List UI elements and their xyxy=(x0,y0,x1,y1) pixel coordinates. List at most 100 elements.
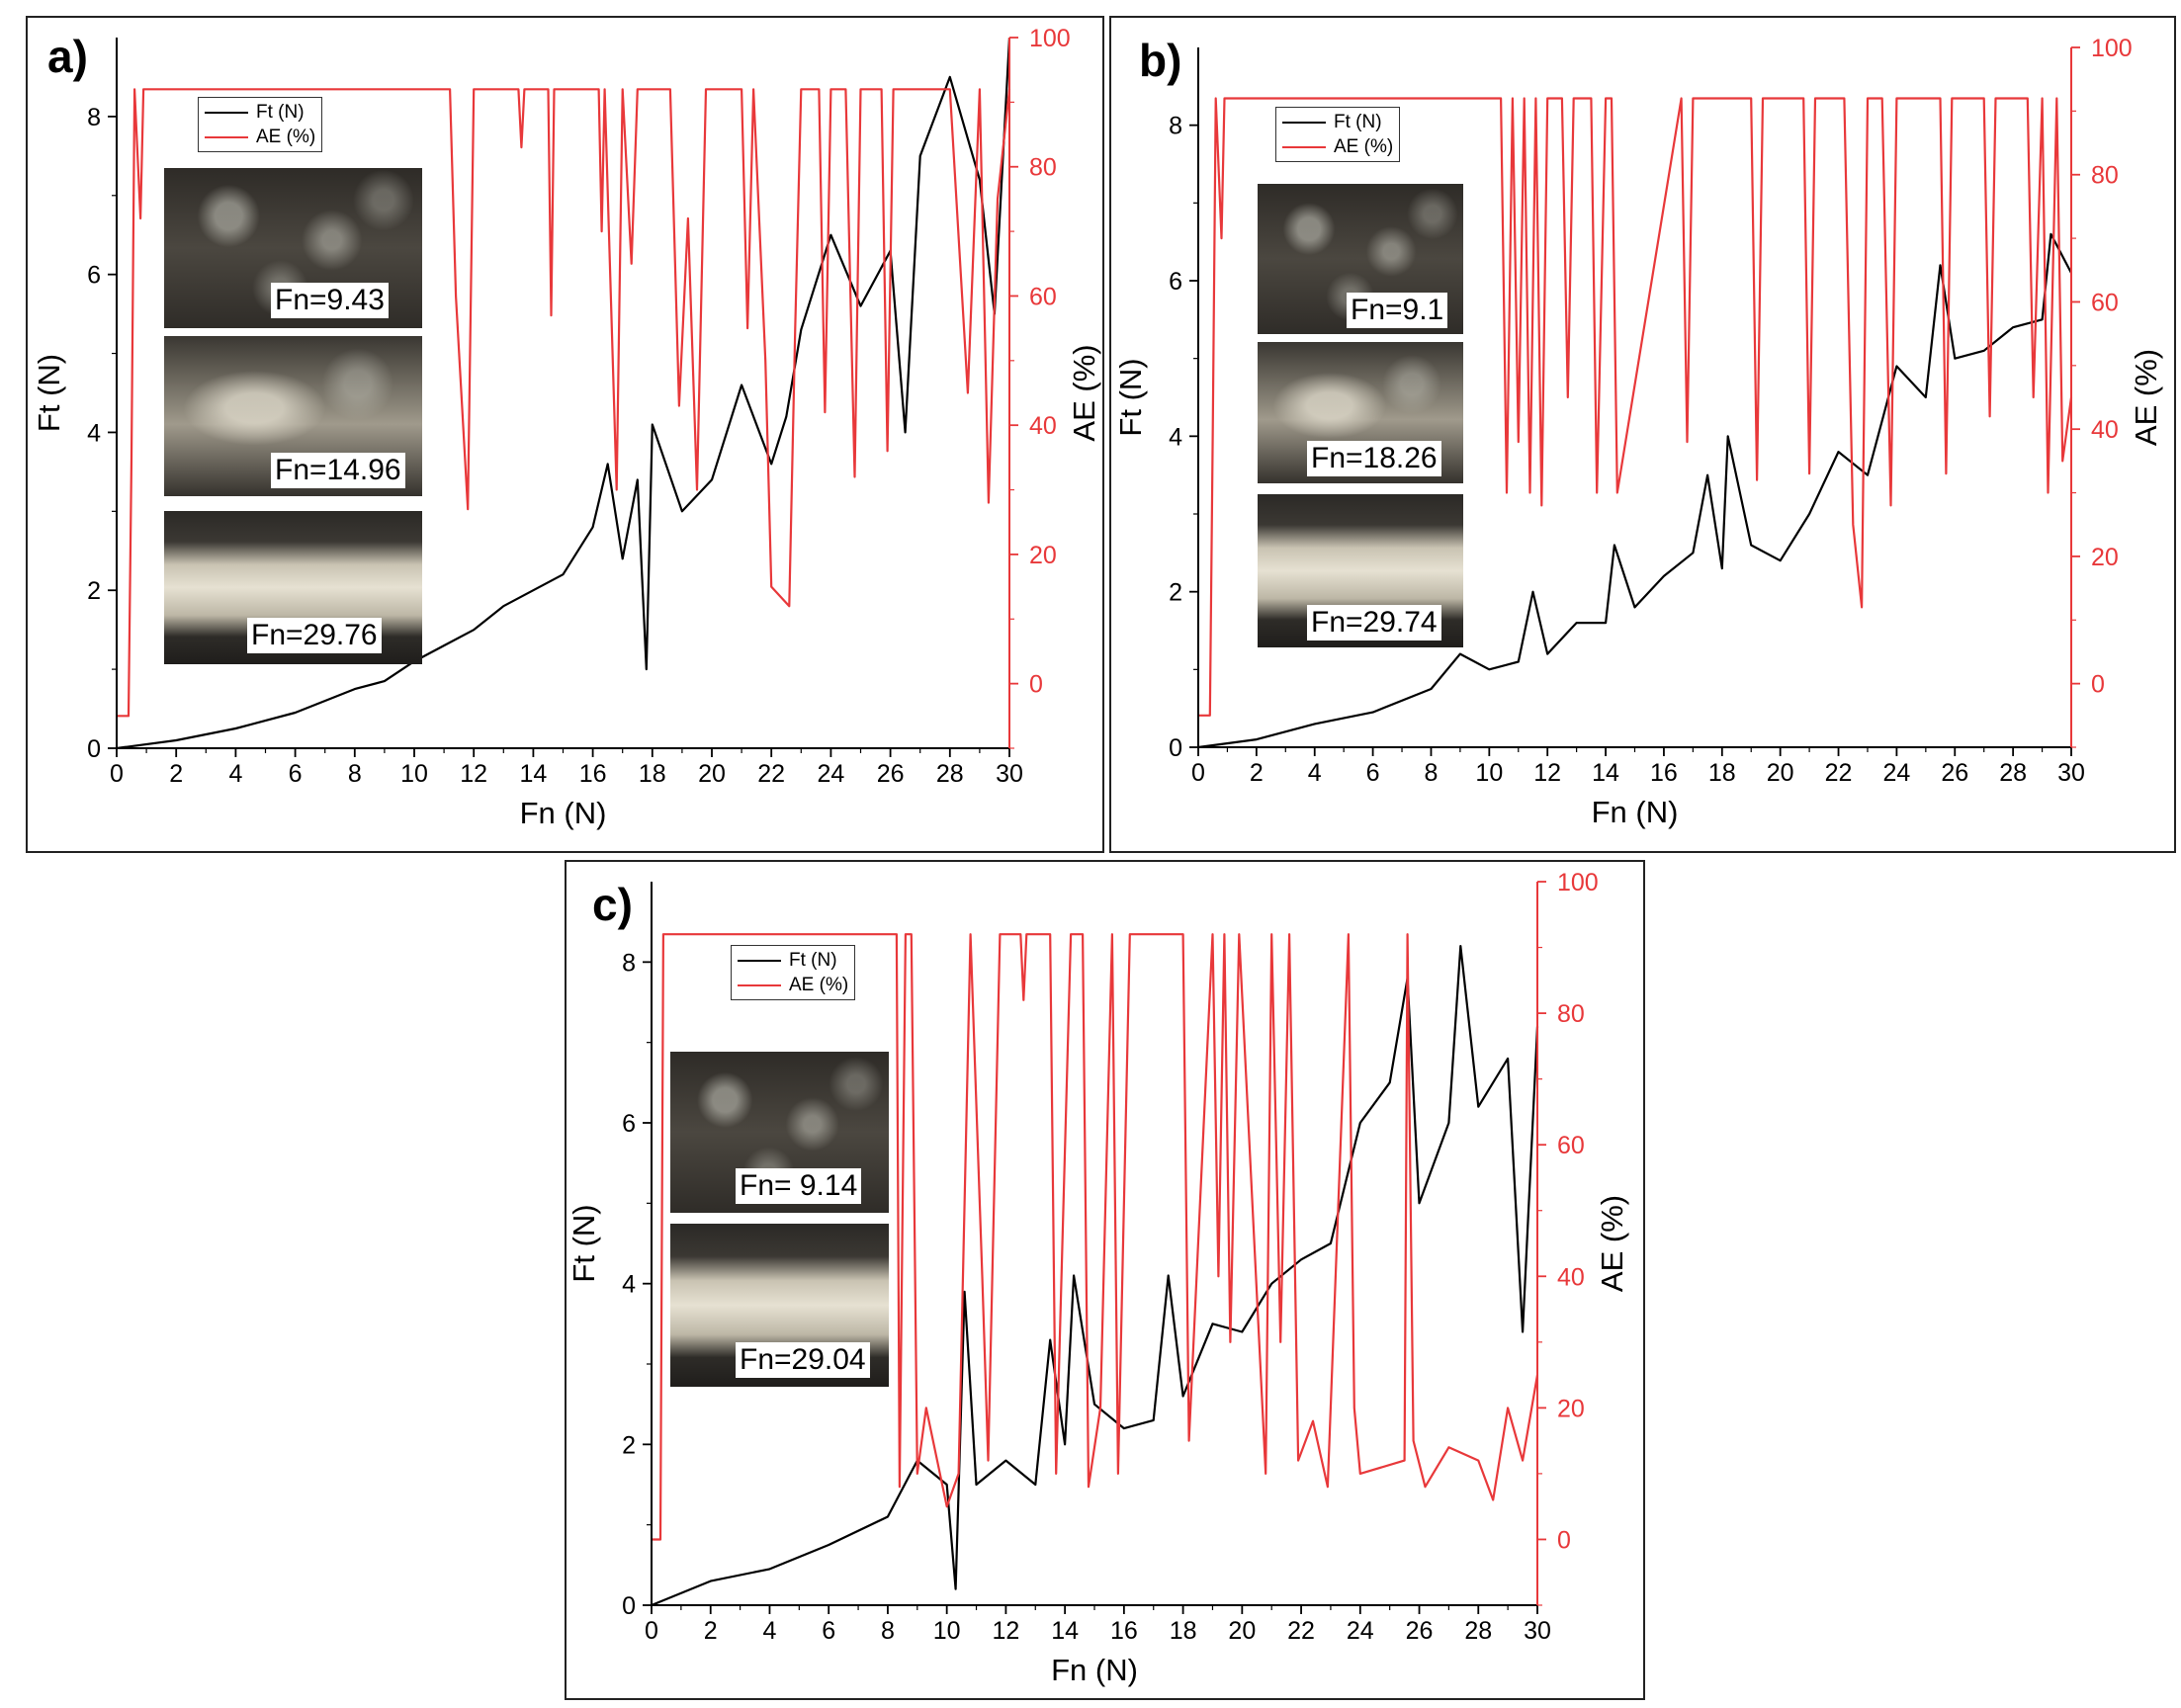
y-tick-label: 6 xyxy=(1169,268,1182,296)
panel-label: a) xyxy=(47,31,88,82)
micrograph-label: Fn=29.76 xyxy=(247,618,382,653)
y2-axis-title: AE (%) xyxy=(1595,1195,1629,1292)
x-tick-label: 22 xyxy=(1825,759,1853,787)
micrograph-label: Fn=18.26 xyxy=(1307,441,1441,476)
x-tick-label: 10 xyxy=(933,1617,961,1645)
y-axis-title: Ft (N) xyxy=(32,354,66,432)
legend-ft-label: Ft (N) xyxy=(256,102,305,123)
x-tick-label: 8 xyxy=(348,760,362,788)
x-tick-label: 2 xyxy=(169,760,183,788)
x-tick-label: 14 xyxy=(1051,1617,1079,1645)
x-tick-label: 8 xyxy=(881,1617,895,1645)
chart-a: 0 2 4 6 8 10 12 14 16 18 20 22 24 26 28 300246802040608… xyxy=(32,25,1101,830)
x-tick-label: 20 xyxy=(1228,1617,1256,1645)
ft-series-line xyxy=(116,37,1011,750)
legend-ft-swatch xyxy=(1282,121,1326,124)
y-tick-label: 6 xyxy=(87,262,101,290)
micrograph-label: Fn=29.04 xyxy=(736,1342,870,1378)
x-tick-label: 12 xyxy=(460,760,487,788)
legend: Ft (N) AE (%) xyxy=(198,97,323,152)
legend: Ft (N) AE (%) xyxy=(1275,107,1401,162)
x-tick-label: 24 xyxy=(1347,1617,1374,1645)
x-tick-label: 22 xyxy=(1287,1617,1315,1645)
ft-series-line xyxy=(1197,232,2072,749)
y2-tick-label: 20 xyxy=(1557,1395,1585,1422)
x-tick-label: 0 xyxy=(1191,759,1205,787)
x-axis-title: Fn (N) xyxy=(520,796,607,830)
y2-tick-label: 0 xyxy=(1029,671,1043,699)
x-tick-label: 6 xyxy=(822,1617,835,1645)
x-tick-label: 2 xyxy=(1250,759,1264,787)
micrograph-label: Fn=9.1 xyxy=(1347,293,1448,328)
legend-ae-label: AE (%) xyxy=(789,975,849,995)
x-tick-label: 16 xyxy=(1110,1617,1138,1645)
x-tick-label: 0 xyxy=(645,1617,658,1645)
x-tick-label: 24 xyxy=(817,760,844,788)
y2-tick-label: 80 xyxy=(1029,154,1057,182)
y-tick-label: 4 xyxy=(1169,423,1182,451)
panel-b: 0 2 4 6 8 10 12 14 16 18 20 22 24 26 28 30 0 2 4 6 8 0 20 40 60 8… xyxy=(1109,16,2176,853)
x-tick-label: 24 xyxy=(1882,759,1910,787)
x-tick-label: 18 xyxy=(1708,759,1736,787)
legend-ae-swatch xyxy=(1282,145,1326,148)
x-tick-label: 18 xyxy=(1170,1617,1197,1645)
y2-tick-label: 80 xyxy=(1557,1000,1585,1028)
ft-series-line xyxy=(651,944,1539,1607)
y-tick-label: 0 xyxy=(1169,734,1182,762)
panel-label: b) xyxy=(1139,35,1182,86)
x-tick-label: 14 xyxy=(1592,759,1619,787)
y2-tick-label: 40 xyxy=(2091,416,2119,444)
micrograph: Fn=29.76 xyxy=(164,511,422,664)
panel-c: 0 2 4 6 8 10 12 14 16 18 20 22 24 26 28 30 0 2 4 6 8 0 20 40 60 8… xyxy=(565,860,1645,1700)
y2-axis-title: AE (%) xyxy=(1067,344,1101,441)
y-tick-label: 2 xyxy=(1169,579,1182,607)
y-tick-label: 8 xyxy=(1169,113,1182,140)
x-tick-label: 28 xyxy=(1999,759,2027,787)
x-tick-label: 8 xyxy=(1425,759,1439,787)
chart-b: 0 2 4 6 8 10 12 14 16 18 20 22 24 26 28 300246802040608… xyxy=(1113,35,2163,829)
y2-tick-label: 100 xyxy=(2091,35,2133,62)
micrograph-label: Fn= 9.14 xyxy=(736,1168,862,1204)
x-tick-label: 16 xyxy=(1650,759,1678,787)
micrograph-label: Fn=9.43 xyxy=(271,283,389,318)
x-tick-label: 30 xyxy=(2057,759,2085,787)
micrograph: Fn=29.74 xyxy=(1258,494,1463,647)
micrograph-label: Fn=29.74 xyxy=(1307,605,1441,640)
x-tick-label: 4 xyxy=(1308,759,1322,787)
x-tick-label: 18 xyxy=(639,760,666,788)
y-tick-label: 8 xyxy=(622,949,636,977)
y-tick-label: 4 xyxy=(622,1271,636,1299)
legend-ft-swatch xyxy=(205,111,248,114)
micrograph: Fn=18.26 xyxy=(1258,342,1463,483)
x-tick-label: 6 xyxy=(289,760,303,788)
ae-series-line xyxy=(117,88,1011,718)
y2-tick-label: 100 xyxy=(1557,869,1599,897)
x-tick-label: 26 xyxy=(1941,759,1968,787)
legend-ae-label: AE (%) xyxy=(256,127,316,147)
y2-tick-label: 0 xyxy=(1557,1526,1571,1554)
x-tick-label: 26 xyxy=(1406,1617,1434,1645)
y-tick-label: 6 xyxy=(622,1110,636,1138)
y2-tick-label: 20 xyxy=(1029,542,1057,569)
panel-label: c) xyxy=(592,879,633,930)
y2-tick-label: 60 xyxy=(1557,1132,1585,1159)
x-tick-label: 20 xyxy=(698,760,726,788)
micrograph: Fn=9.1 xyxy=(1258,184,1463,334)
x-tick-label: 12 xyxy=(992,1617,1019,1645)
legend-ae-swatch xyxy=(738,983,781,986)
ae-series-line xyxy=(652,933,1539,1541)
x-tick-label: 12 xyxy=(1533,759,1561,787)
legend-ft-swatch xyxy=(738,959,781,962)
x-tick-label: 2 xyxy=(704,1617,718,1645)
x-tick-label: 0 xyxy=(110,760,124,788)
y-tick-label: 2 xyxy=(87,577,101,605)
legend-ft-label: Ft (N) xyxy=(1334,112,1382,132)
y2-tick-label: 0 xyxy=(2091,671,2105,699)
micrograph: Fn=14.96 xyxy=(164,336,422,496)
y2-tick-label: 60 xyxy=(2091,289,2119,316)
x-tick-label: 10 xyxy=(1475,759,1503,787)
y-tick-label: 0 xyxy=(87,735,101,763)
micrograph: Fn=29.04 xyxy=(670,1224,889,1387)
x-axis-title: Fn (N) xyxy=(1592,795,1679,829)
x-tick-label: 10 xyxy=(400,760,428,788)
